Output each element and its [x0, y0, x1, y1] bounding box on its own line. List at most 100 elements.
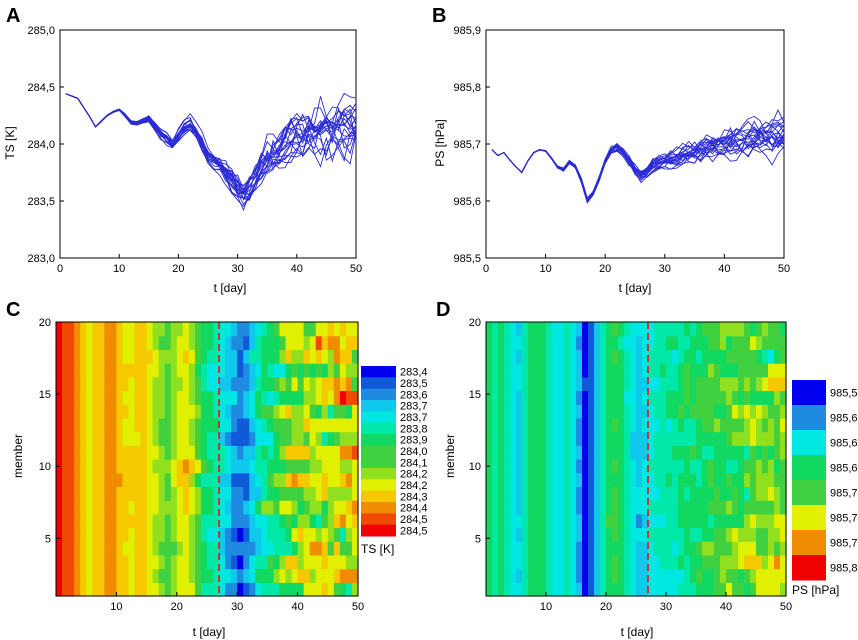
heatmap-cell	[194, 472, 202, 487]
heatmap-cell	[140, 349, 148, 364]
panel-a-line-chart: A t [day] TS [K] 0 10 20 30 40 50283,0283,528…	[3, 5, 362, 295]
heatmap-cell	[339, 527, 347, 542]
ensemble-member-line	[491, 121, 785, 201]
colorbar-tick-label: 283,8	[400, 423, 428, 435]
heatmap-cell	[768, 527, 775, 542]
heatmap-cell	[660, 472, 667, 487]
heatmap-cell	[672, 500, 679, 515]
y-tick-label: 985,6	[453, 196, 481, 208]
heatmap-cell	[510, 431, 517, 446]
heatmap-cell	[98, 417, 105, 433]
heatmap-cell	[116, 582, 124, 597]
heatmap-cell	[333, 376, 341, 392]
heatmap-cell	[68, 390, 75, 405]
heatmap-cell	[630, 486, 637, 501]
y-tick-label: 985,8	[453, 82, 481, 94]
heatmap-cell	[714, 363, 721, 378]
heatmap-cell	[62, 349, 69, 364]
heatmap-cell	[684, 568, 691, 583]
heatmap-cell	[564, 322, 571, 337]
ensemble-member-line	[491, 121, 785, 203]
heatmap-cell	[534, 445, 541, 460]
heatmap-cell	[116, 404, 124, 419]
heatmap-cell	[780, 431, 787, 446]
heatmap-cell	[618, 554, 625, 570]
heatmap-cell	[146, 390, 154, 405]
heatmap-cell	[492, 582, 499, 597]
heatmap-cell	[297, 472, 305, 487]
heatmap-cell	[321, 568, 329, 583]
heatmap-cell	[146, 376, 154, 392]
heatmap-cell	[528, 513, 535, 529]
heatmap-cell	[92, 541, 99, 556]
heatmap-cell	[738, 527, 745, 542]
heatmap-cell	[86, 554, 93, 570]
heatmap-cell	[552, 376, 559, 392]
heatmap-cell	[176, 541, 184, 556]
heatmap-cell	[194, 376, 202, 392]
heatmap-cell	[600, 541, 607, 556]
y-tick-label: 15	[469, 389, 481, 401]
colorbar-swatch	[792, 555, 826, 581]
heatmap-cell	[780, 376, 787, 392]
heatmap-cell	[315, 486, 323, 501]
heatmap-cell	[486, 335, 493, 350]
heatmap-cell	[720, 417, 727, 433]
heatmap-cell	[291, 431, 299, 446]
heatmap-cell	[164, 376, 172, 392]
heatmap-cell	[291, 459, 299, 474]
heatmap-cell	[612, 459, 619, 474]
heatmap-cell	[249, 541, 256, 556]
colorbar-swatch	[361, 388, 396, 401]
heatmap-cell	[291, 513, 299, 529]
heatmap-cell	[696, 582, 703, 597]
ensemble-member-line	[491, 108, 785, 204]
heatmap-cell	[576, 513, 583, 529]
heatmap-cell	[552, 582, 559, 597]
heatmap-cell	[636, 527, 643, 542]
heatmap-cell	[510, 322, 517, 337]
heatmap-cell	[552, 527, 559, 542]
heatmap-cell	[321, 459, 329, 474]
heatmap-cell	[164, 486, 172, 501]
heatmap-cell	[255, 527, 262, 542]
heatmap-cell	[678, 431, 685, 446]
heatmap-cell	[273, 500, 281, 515]
heatmap-cell	[768, 486, 775, 501]
heatmap-cell	[327, 582, 335, 597]
heatmap-cell	[582, 459, 589, 474]
heatmap-cell	[182, 486, 190, 501]
heatmap-cell	[176, 404, 184, 419]
heatmap-cell	[309, 376, 317, 392]
heatmap-cell	[243, 349, 250, 364]
heatmap-cell	[576, 554, 583, 570]
heatmap-cell	[666, 363, 673, 378]
heatmap-cell	[516, 417, 523, 433]
heatmap-cell	[176, 459, 184, 474]
plot-frame	[55, 321, 359, 597]
heatmap-cell	[546, 554, 553, 570]
heatmap-cell	[498, 404, 505, 419]
y-tick-label: 10	[39, 461, 51, 473]
heatmap-cell	[636, 568, 643, 583]
heatmap-cell	[642, 349, 649, 364]
y-tick-label: 284,0	[27, 139, 55, 151]
heatmap-cell	[267, 582, 275, 597]
heatmap-cell	[188, 322, 196, 337]
heatmap-cell	[327, 335, 335, 350]
heatmap-cell	[654, 541, 661, 556]
heatmap-cell	[486, 390, 493, 405]
heatmap-cell	[116, 568, 124, 583]
heatmap-cell	[696, 541, 703, 556]
heatmap-cell	[339, 390, 347, 405]
heatmap-cell	[297, 322, 305, 337]
heatmap-cell	[648, 568, 655, 583]
heatmap-cell	[576, 527, 583, 542]
heatmap-cell	[714, 349, 721, 364]
heatmap-cell	[188, 459, 196, 474]
heatmap-cell	[624, 349, 631, 364]
heatmap-cell	[164, 445, 172, 460]
heatmap-cell	[582, 349, 589, 364]
heatmap-cell	[564, 363, 571, 378]
heatmap-cell	[654, 390, 661, 405]
